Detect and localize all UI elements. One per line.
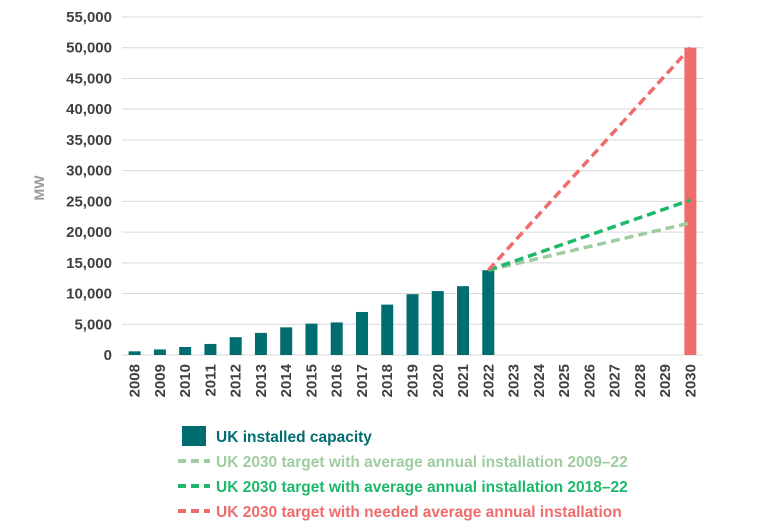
x-tick-label: 2028 — [632, 364, 649, 397]
bar-2009 — [153, 349, 166, 355]
y-tick-label: 25,000 — [66, 193, 112, 210]
bar-2015 — [305, 323, 318, 355]
x-tick-label: 2016 — [329, 364, 346, 397]
x-tick-label: 2009 — [152, 364, 169, 397]
projection-line-3 — [486, 46, 692, 272]
legend-label: UK 2030 target with average annual insta… — [216, 479, 628, 496]
bar-2008 — [128, 351, 141, 355]
y-tick-label: 10,000 — [66, 286, 112, 303]
x-tick-label: 2022 — [480, 364, 497, 397]
y-tick-label: 5,000 — [74, 316, 112, 333]
x-tick-label: 2024 — [531, 363, 548, 397]
bar-2012 — [229, 337, 242, 355]
bar-2019 — [406, 294, 419, 355]
x-tick-label: 2015 — [303, 364, 320, 397]
x-tick-label: 2021 — [455, 364, 472, 397]
x-tick-label: 2023 — [506, 364, 523, 397]
x-tick-label: 2008 — [127, 364, 144, 397]
x-tick-labels: 2008 2009 2010 2011 2012 2013 2014 2015 2016 2017… — [127, 363, 700, 397]
x-tick-label: 2030 — [682, 364, 699, 397]
x-tick-label: 2011 — [202, 364, 219, 397]
x-tick-label: 2029 — [657, 364, 674, 397]
y-tick-label: 0 — [104, 347, 112, 364]
x-tick-label: 2026 — [581, 364, 598, 397]
bar-2010 — [179, 347, 192, 355]
x-tick-label: 2017 — [354, 364, 371, 397]
x-tick-label: 2014 — [278, 363, 295, 397]
gridlines — [122, 16, 703, 356]
y-tick-label: 55,000 — [66, 9, 112, 26]
legend: UK installed capacity UK 2030 target with… — [178, 426, 628, 521]
projection-line-1 — [487, 221, 691, 272]
y-tick-labels: 0 5,000 10,000 15,000 20,000 25,000 30,000 35,0… — [66, 9, 112, 364]
bar-2011 — [204, 343, 217, 355]
x-tick-label: 2027 — [607, 364, 624, 397]
x-tick-label: 2010 — [177, 364, 194, 397]
y-tick-label: 45,000 — [66, 70, 112, 87]
legend-label: UK installed capacity — [216, 429, 372, 446]
y-tick-label: 40,000 — [66, 101, 112, 118]
legend-label: UK 2030 target with needed average annua… — [216, 504, 622, 521]
y-tick-label: 15,000 — [66, 255, 112, 272]
bars — [128, 47, 697, 356]
x-tick-label: 2013 — [253, 364, 270, 397]
projection-lines — [486, 46, 692, 272]
x-tick-label: 2012 — [228, 364, 245, 397]
bar-2020 — [431, 291, 444, 355]
y-tick-label: 30,000 — [66, 163, 112, 180]
y-tick-label: 20,000 — [66, 224, 112, 241]
y-axis-label: MW — [31, 175, 47, 201]
x-tick-label: 2025 — [556, 364, 573, 397]
bar-2021 — [457, 286, 470, 355]
x-tick-label: 2019 — [405, 364, 422, 397]
x-tick-label: 2018 — [379, 364, 396, 397]
bar-2022 — [482, 270, 495, 355]
bar-2017 — [355, 311, 368, 355]
legend-label: UK 2030 target with average annual insta… — [216, 454, 628, 471]
x-tick-label: 2020 — [430, 364, 447, 397]
y-tick-label: 35,000 — [66, 132, 112, 149]
bar-2016 — [330, 322, 343, 355]
projection-line-2 — [487, 198, 691, 272]
legend-swatch-box — [182, 426, 206, 446]
bar-2018 — [381, 304, 394, 355]
y-tick-label: 50,000 — [66, 40, 112, 57]
bar-2013 — [254, 332, 267, 355]
bar-2014 — [280, 327, 293, 355]
